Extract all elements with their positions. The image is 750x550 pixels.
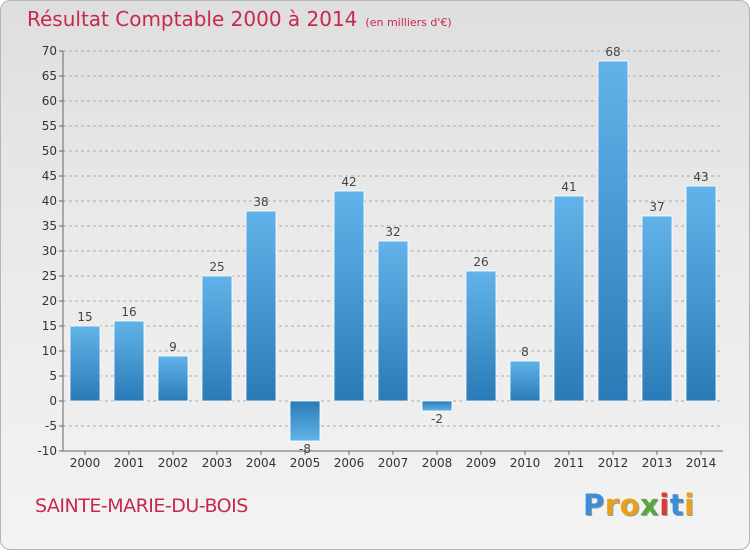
- bar-value-label: -8: [299, 442, 311, 456]
- bar-value-label: 8: [521, 345, 529, 359]
- y-tick-label: 15: [42, 319, 57, 333]
- x-tick-label: 2014: [686, 456, 717, 470]
- bar-value-label: 68: [605, 45, 620, 59]
- bars: [69, 60, 717, 442]
- y-tick-label: 20: [42, 294, 57, 308]
- bar: [113, 320, 145, 402]
- bar: [201, 275, 233, 402]
- bar-value-label: 37: [649, 200, 664, 214]
- x-tick-label: 2006: [334, 456, 365, 470]
- labels: -10 -5 0 5 10 15 20 25 30 35 40 45 50 55 60 65 70 2000 15 2…: [37, 44, 716, 470]
- bar-value-label: 25: [209, 260, 224, 274]
- bar-value-label: 16: [121, 305, 136, 319]
- y-tick-label: 40: [42, 194, 57, 208]
- bar: [465, 270, 497, 402]
- x-tick-label: 2013: [642, 456, 673, 470]
- y-tick-label: 65: [42, 69, 57, 83]
- y-tick-label: -10: [37, 444, 57, 458]
- chart-subtitle: (en milliers d'€): [365, 16, 452, 29]
- bar: [333, 190, 365, 402]
- x-tick-label: 2003: [202, 456, 233, 470]
- y-tick-label: 30: [42, 244, 57, 258]
- commune-name: SAINTE-MARIE-DU-BOIS: [35, 495, 248, 517]
- bar-value-label: -2: [431, 412, 443, 426]
- bar-value-label: 32: [385, 225, 400, 239]
- x-tick-label: 2001: [114, 456, 145, 470]
- bar: [597, 60, 629, 402]
- y-tick-label: 5: [49, 369, 57, 383]
- x-tick-label: 2011: [554, 456, 585, 470]
- bar: [509, 360, 541, 402]
- y-tick-label: -5: [45, 419, 57, 433]
- bar: [157, 355, 189, 402]
- proxiti-logo: Proxiti: [583, 488, 695, 522]
- bar-value-label: 41: [561, 180, 576, 194]
- y-tick-label: 55: [42, 119, 57, 133]
- x-tick-label: 2012: [598, 456, 629, 470]
- y-tick-label: 70: [42, 44, 57, 58]
- bar-value-label: 15: [77, 310, 92, 324]
- chart-title: Résultat Comptable 2000 à 2014 (en millie…: [27, 7, 452, 31]
- bar: [641, 215, 673, 402]
- x-tick-label: 2007: [378, 456, 409, 470]
- bar: [685, 185, 717, 402]
- y-tick-label: 60: [42, 94, 57, 108]
- bar: [289, 400, 321, 442]
- bar: [377, 240, 409, 402]
- x-tick-label: 2010: [510, 456, 541, 470]
- x-tick-label: 2004: [246, 456, 277, 470]
- bar-value-label: 38: [253, 195, 268, 209]
- x-tick-label: 2009: [466, 456, 497, 470]
- y-tick-label: 45: [42, 169, 57, 183]
- bar-value-label: 26: [473, 255, 488, 269]
- x-tick-label: 2008: [422, 456, 453, 470]
- axes: [59, 50, 723, 455]
- x-tick-label: 2002: [158, 456, 189, 470]
- chart-title-text: Résultat Comptable 2000 à 2014: [27, 7, 358, 31]
- x-tick-label: 2000: [70, 456, 101, 470]
- bar: [421, 400, 453, 412]
- y-tick-label: 0: [49, 394, 57, 408]
- bar-value-label: 42: [341, 175, 356, 189]
- bar: [69, 325, 101, 402]
- y-tick-label: 10: [42, 344, 57, 358]
- y-tick-label: 25: [42, 269, 57, 283]
- bar: [553, 195, 585, 402]
- bar: [245, 210, 277, 402]
- y-tick-label: 35: [42, 219, 57, 233]
- bar-value-label: 43: [693, 170, 708, 184]
- x-tick-label: 2005: [290, 456, 321, 470]
- y-tick-label: 50: [42, 144, 57, 158]
- bar-value-label: 9: [169, 340, 177, 354]
